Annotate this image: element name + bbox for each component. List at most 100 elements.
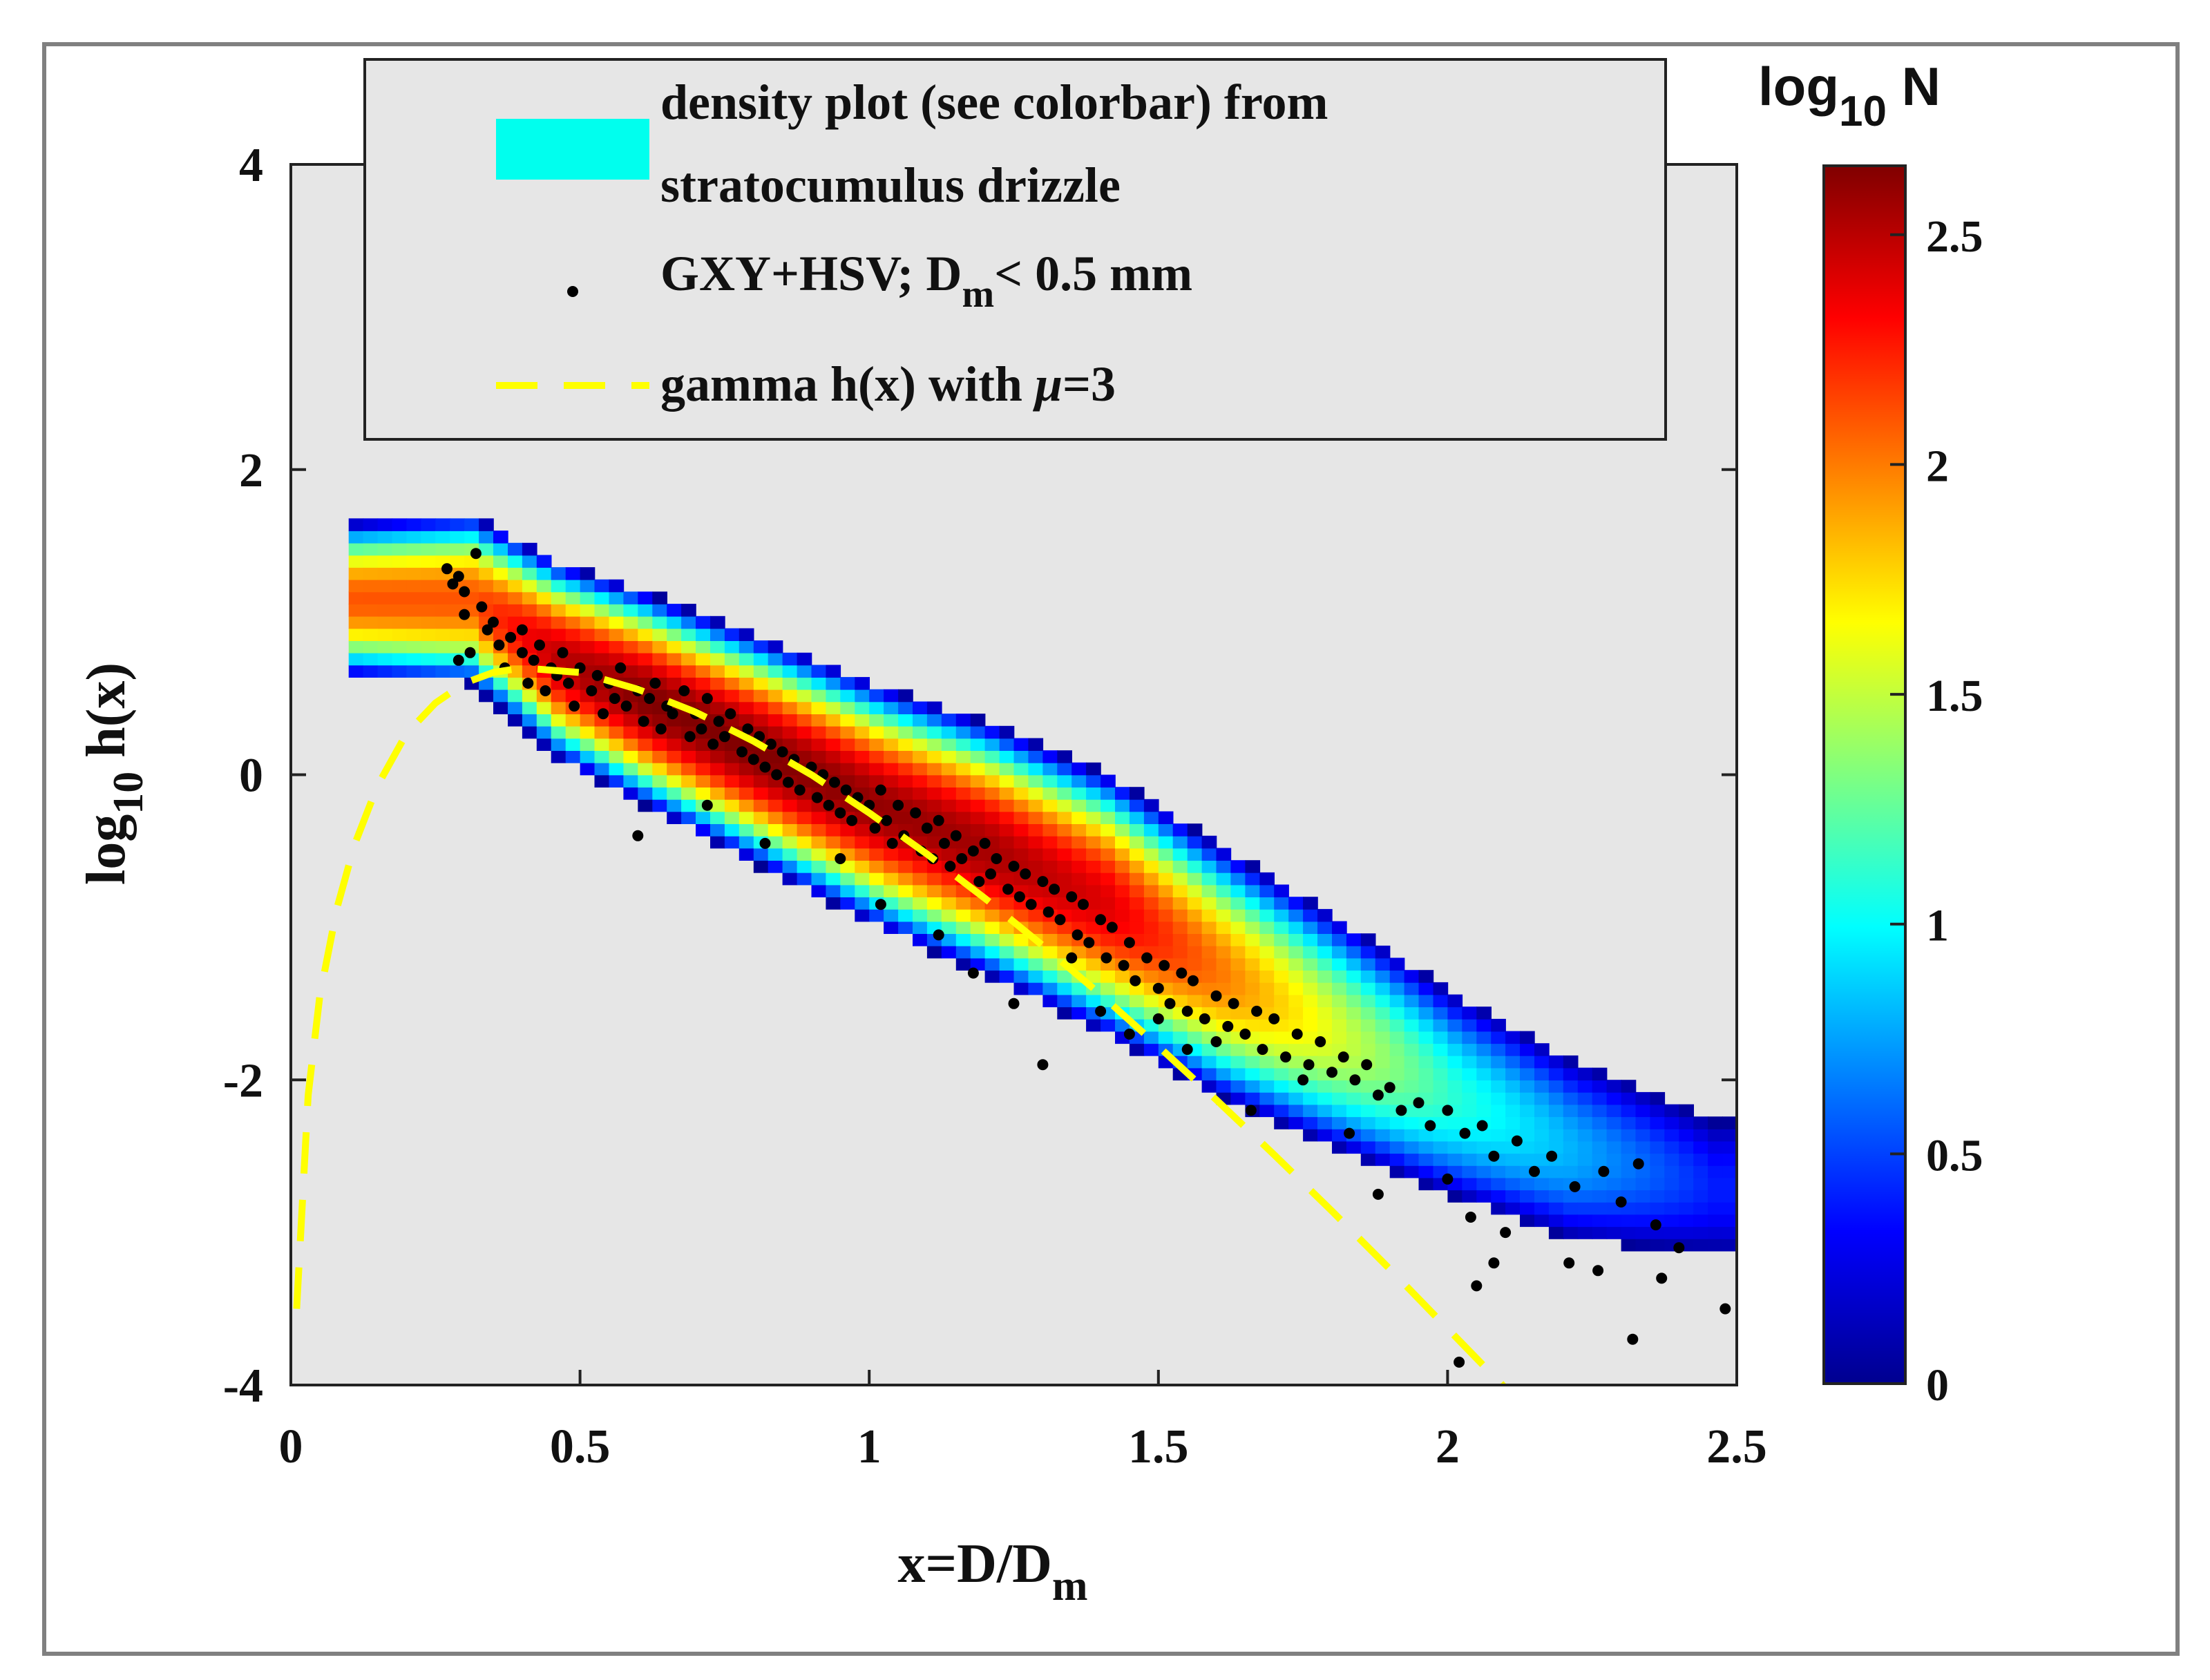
density-cell (479, 542, 494, 556)
density-cell (609, 628, 625, 641)
colorbar-ticks: 00.511.522.5 (1890, 211, 1983, 1411)
density-cell (1013, 787, 1029, 800)
density-cell (970, 811, 986, 824)
density-cell (681, 762, 696, 776)
density-cell (594, 591, 610, 604)
density-cell (855, 884, 870, 897)
density-cell (811, 750, 827, 763)
density-cell (970, 921, 986, 934)
density-cell (1042, 860, 1058, 873)
scatter-point (742, 723, 754, 735)
density-cell (1115, 921, 1130, 934)
density-cell (377, 652, 393, 666)
density-cell (1230, 921, 1246, 934)
density-cell (898, 921, 913, 934)
density-cell (855, 714, 870, 727)
density-cell (406, 665, 422, 678)
density-cell (884, 860, 899, 873)
scatter-point (1344, 1127, 1355, 1139)
density-cell (1042, 835, 1058, 849)
density-cell (1129, 921, 1145, 934)
density-cell (464, 518, 479, 531)
density-cell (464, 531, 479, 544)
density-cell (1360, 1091, 1376, 1105)
scatter-point (1078, 899, 1089, 910)
density-cell (652, 615, 667, 629)
density-cell (363, 567, 379, 580)
scatter-point (1071, 929, 1083, 941)
scatter-point (1372, 1188, 1384, 1200)
density-cell (1115, 860, 1130, 873)
density-cell (1389, 1067, 1405, 1081)
density-cell (1172, 872, 1188, 886)
density-cell (1462, 1055, 1477, 1069)
density-cell (1606, 1128, 1622, 1142)
density-cell (363, 652, 379, 666)
density-cell (1462, 1006, 1477, 1020)
density-cell (1722, 1165, 1737, 1178)
density-cell (869, 848, 884, 861)
density-cell (681, 652, 696, 666)
scatter-point (1037, 876, 1049, 888)
density-cell (1433, 1080, 1449, 1093)
density-cell (1158, 848, 1174, 861)
density-cell (1028, 921, 1044, 934)
scatter-point (967, 845, 979, 857)
density-cell (1115, 872, 1130, 886)
density-cell (1693, 1165, 1708, 1178)
density-cell (536, 579, 552, 593)
density-cell (999, 750, 1015, 763)
density-cell (1418, 1153, 1434, 1166)
density-cell (1172, 945, 1188, 959)
scatter-point (459, 609, 470, 620)
density-cell (884, 872, 899, 886)
density-cell (1101, 897, 1116, 910)
density-cell (970, 908, 986, 922)
density-cell (1389, 957, 1405, 971)
density-cell (753, 689, 769, 703)
density-cell (623, 750, 639, 763)
density-cell (1101, 835, 1116, 849)
density-cell (782, 689, 798, 703)
scatter-point (1002, 884, 1014, 895)
density-cell (508, 701, 523, 714)
density-cell (450, 518, 465, 531)
density-cell (536, 725, 552, 739)
density-cell (884, 738, 899, 751)
density-cell (1722, 1177, 1737, 1191)
density-cell (739, 835, 754, 849)
density-cell (1129, 908, 1145, 922)
density-cell (970, 933, 986, 946)
density-cell (782, 848, 798, 861)
legend: density plot (see colorbar) from stratoc… (363, 58, 1667, 441)
density-cell (1404, 1104, 1420, 1118)
density-cell (739, 652, 754, 666)
density-cell (1433, 1043, 1449, 1056)
density-cell (1664, 1153, 1679, 1166)
scatter-point (1008, 861, 1020, 872)
density-cell (1621, 1226, 1637, 1239)
scatter-point (950, 830, 962, 841)
density-cell (1172, 982, 1188, 995)
density-cell (710, 787, 725, 800)
density-cell (580, 725, 596, 739)
density-cell (782, 835, 798, 849)
density-cell (1101, 994, 1116, 1008)
density-cell (551, 604, 566, 617)
density-cell (1476, 1091, 1492, 1105)
density-cell (1548, 1140, 1564, 1154)
density-cell (1664, 1128, 1679, 1142)
density-cell (984, 884, 1000, 897)
density-cell (1115, 823, 1130, 837)
density-cell (1057, 799, 1072, 812)
density-cell (406, 567, 422, 580)
density-cell (652, 665, 667, 678)
density-cell (1158, 860, 1174, 873)
density-cell (797, 860, 812, 873)
density-cell (609, 591, 625, 604)
density-cell (753, 677, 769, 690)
density-cell (536, 738, 552, 751)
density-cell (667, 738, 682, 751)
scatter-point (1118, 960, 1130, 971)
density-cell (1621, 1104, 1637, 1118)
